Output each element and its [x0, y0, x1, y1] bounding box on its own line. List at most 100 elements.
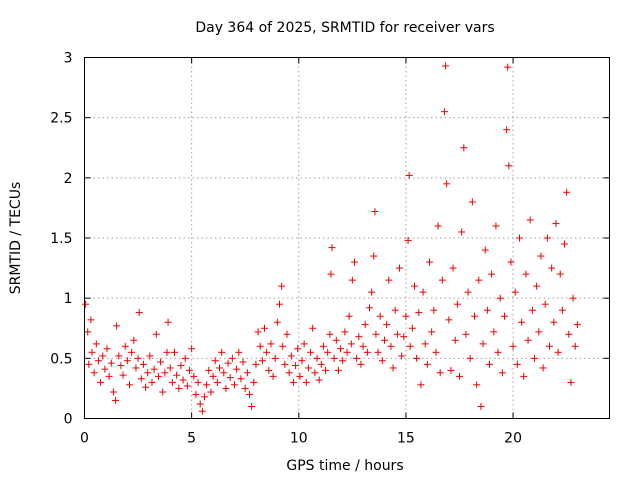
data-point [269, 372, 277, 380]
data-point [166, 364, 174, 372]
data-point [539, 364, 547, 372]
data-point [498, 369, 506, 377]
data-point [393, 330, 401, 338]
data-point [220, 369, 228, 377]
data-point [462, 330, 470, 338]
data-point [239, 358, 247, 366]
data-point [413, 354, 421, 362]
data-point [224, 359, 232, 367]
data-point [281, 360, 289, 368]
data-point [313, 354, 321, 362]
data-point [92, 340, 100, 348]
data-point [271, 354, 279, 362]
data-point [256, 342, 264, 350]
data-point [436, 369, 444, 377]
axis-ticks [84, 57, 610, 419]
data-point [504, 63, 512, 71]
data-point [405, 171, 413, 179]
data-point [372, 330, 380, 338]
data-point [396, 264, 403, 272]
data-point [359, 342, 367, 350]
y-tick-label: 3 [64, 51, 73, 67]
data-point [173, 371, 181, 379]
grid-lines [84, 57, 610, 419]
data-point [311, 369, 319, 377]
data-point [163, 348, 171, 356]
data-point [509, 342, 517, 350]
data-point [432, 348, 440, 356]
y-tick-label: 0 [64, 412, 73, 428]
y-tick-label: 1.5 [50, 231, 72, 247]
data-point [355, 333, 363, 341]
data-point [157, 358, 165, 366]
data-point [518, 318, 526, 326]
data-point [294, 345, 302, 353]
data-point [287, 352, 295, 360]
data-point [296, 372, 304, 380]
data-point [190, 372, 198, 380]
data-point [550, 318, 558, 326]
data-point [121, 342, 129, 350]
data-point [107, 359, 115, 367]
data-point [483, 306, 491, 314]
y-axis-title: SRMTID / TECUs [8, 182, 24, 295]
data-point [524, 336, 532, 344]
data-point [246, 390, 253, 398]
data-point [378, 357, 386, 365]
data-point [565, 330, 573, 338]
data-point [366, 304, 373, 312]
data-point [552, 220, 560, 228]
data-point [243, 369, 251, 377]
data-point [441, 108, 448, 116]
data-point [486, 360, 493, 368]
data-point [300, 340, 308, 348]
data-point [205, 366, 213, 374]
data-point [492, 222, 500, 230]
data-point [186, 366, 193, 374]
data-point [109, 388, 117, 396]
data-point [289, 378, 297, 386]
data-point [406, 342, 414, 350]
data-point [231, 381, 238, 389]
data-point [520, 372, 528, 380]
data-point [398, 352, 406, 360]
data-point [353, 354, 361, 362]
data-point [99, 352, 107, 360]
data-point [324, 348, 332, 356]
data-point [434, 222, 442, 230]
data-point [554, 348, 562, 356]
data-point [307, 348, 315, 356]
data-point [563, 188, 571, 196]
data-point [569, 294, 577, 302]
data-point [494, 348, 502, 356]
data-point [168, 378, 176, 386]
data-point [479, 340, 487, 348]
data-point [319, 342, 327, 350]
data-point [126, 381, 133, 389]
data-point [528, 306, 536, 314]
data-point [573, 321, 581, 329]
data-point [516, 234, 523, 242]
data-point [250, 378, 258, 386]
y-tick-label: 1 [64, 291, 73, 307]
data-point [261, 324, 268, 332]
data-point [117, 362, 125, 370]
data-point [363, 348, 371, 356]
data-point [292, 362, 300, 370]
x-tick-label: 5 [187, 431, 196, 447]
data-point [283, 330, 291, 338]
data-point [302, 378, 310, 386]
data-point [558, 306, 566, 314]
x-tick-labels: 0 5 10 15 20 [80, 431, 522, 447]
y-tick-label: 2.5 [50, 111, 72, 127]
data-point [154, 372, 162, 380]
data-point [415, 309, 423, 317]
data-point [443, 180, 451, 188]
data-point [468, 198, 476, 206]
data-point [522, 270, 530, 278]
data-point [177, 362, 185, 370]
data-point [341, 328, 349, 336]
data-point [248, 402, 256, 410]
data-point [152, 330, 160, 338]
data-point [426, 258, 433, 266]
